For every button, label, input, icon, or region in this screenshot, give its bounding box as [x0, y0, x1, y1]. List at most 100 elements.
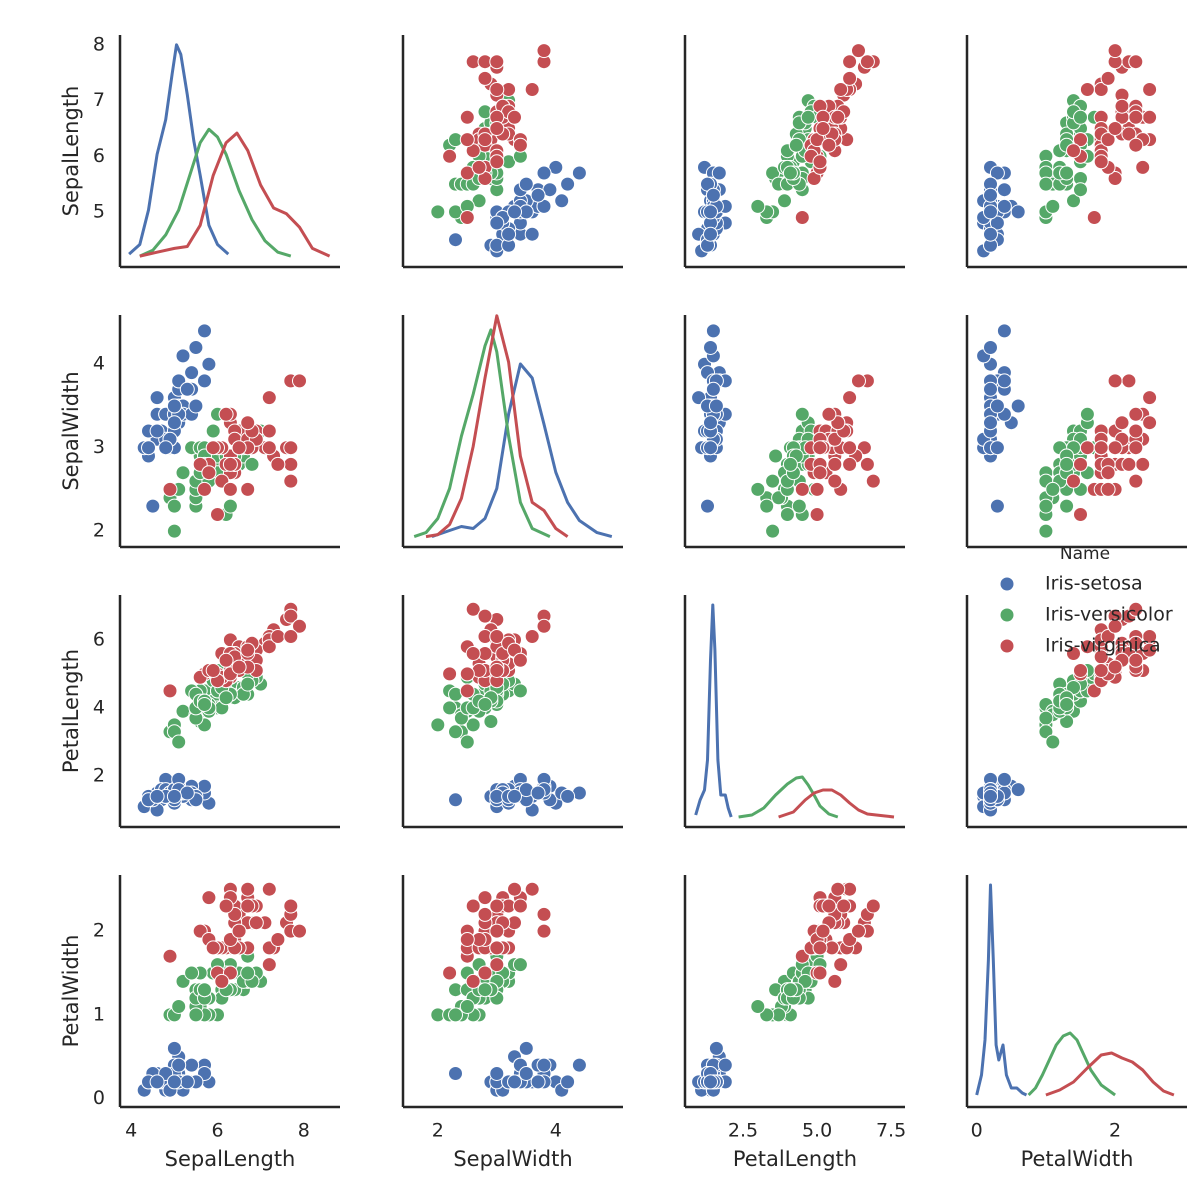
- scatter-point: [201, 890, 217, 906]
- scatter-point: [1079, 440, 1095, 456]
- scatter-point: [240, 676, 256, 692]
- scatter-point: [465, 646, 481, 661]
- scatter-point: [166, 1074, 182, 1090]
- legend-marker: [999, 576, 1015, 592]
- panel: [965, 595, 1187, 829]
- scatter-point: [1128, 440, 1144, 456]
- scatter-point: [205, 440, 221, 456]
- scatter-point: [240, 898, 256, 914]
- scatter-point: [812, 465, 828, 481]
- panel: [118, 875, 340, 1109]
- x-tick-label: 2: [432, 1120, 444, 1142]
- scatter-point: [1038, 523, 1054, 539]
- scatter-point: [465, 601, 481, 617]
- scatter-point: [179, 785, 195, 801]
- scatter-point: [989, 498, 1005, 514]
- scatter-point: [218, 898, 234, 914]
- scatter-point: [222, 481, 238, 497]
- scatter-point: [851, 43, 866, 59]
- scatter-point: [248, 915, 264, 931]
- scatter-point: [459, 734, 475, 750]
- panel: [401, 314, 623, 549]
- scatter-point: [1107, 373, 1123, 389]
- kde-curve: [694, 603, 733, 818]
- scatter-point: [996, 182, 1012, 198]
- panel: [965, 875, 1187, 1109]
- scatter-point: [851, 373, 866, 389]
- scatter-point: [261, 440, 277, 456]
- scatter-point: [703, 340, 718, 355]
- y-tick-label: 4: [93, 696, 105, 718]
- scatter-point: [779, 507, 795, 522]
- scatter-point: [836, 898, 852, 914]
- scatter-point: [477, 70, 493, 86]
- scatter-point: [448, 1066, 463, 1081]
- scatter-point: [1066, 143, 1081, 159]
- scatter-point: [270, 629, 286, 644]
- scatter-point: [1073, 507, 1088, 522]
- scatter-point: [524, 82, 540, 97]
- scatter-point: [703, 1074, 718, 1090]
- scatter-point: [477, 608, 493, 624]
- scatter-point: [205, 940, 221, 956]
- scatter-point: [1100, 70, 1116, 86]
- scatter-point: [162, 481, 178, 497]
- x-axis-label: SepalLength: [165, 1147, 296, 1171]
- kde-curve: [139, 131, 331, 258]
- kde-curve: [975, 883, 1028, 1097]
- scatter-point: [218, 406, 234, 422]
- scatter-point: [1128, 423, 1144, 439]
- kde-curve: [778, 788, 895, 819]
- scatter-point: [983, 415, 998, 431]
- scatter-point: [430, 717, 446, 733]
- scatter-point: [1079, 406, 1095, 422]
- scatter-point: [442, 700, 458, 716]
- scatter-point: [1010, 782, 1026, 798]
- scatter-point: [162, 948, 178, 964]
- scatter-point: [448, 792, 463, 808]
- scatter-point: [536, 906, 552, 922]
- scatter-point: [1059, 165, 1075, 181]
- scatter-point: [218, 690, 234, 706]
- y-tick-label: 2: [93, 520, 105, 542]
- scatter-point: [1128, 54, 1144, 70]
- y-tick-label: 8: [93, 34, 105, 56]
- x-tick-label: 0: [971, 1120, 983, 1142]
- x-tick-label: 2: [1109, 1120, 1121, 1142]
- scatter-point: [571, 1057, 587, 1073]
- scatter-point: [536, 43, 552, 59]
- scatter-point: [1066, 680, 1081, 695]
- scatter-point: [459, 932, 475, 947]
- scatter-point: [1073, 132, 1088, 148]
- scatter-point: [1107, 171, 1123, 186]
- scatter-point: [1135, 456, 1151, 472]
- y-axis-label: PetalLength: [59, 649, 83, 773]
- legend-label: Iris-versicolor: [1045, 604, 1173, 626]
- scatter-point: [703, 440, 718, 456]
- scatter-point: [1114, 415, 1130, 431]
- scatter-point: [989, 165, 1005, 181]
- scatter-point: [765, 523, 781, 539]
- scatter-point: [512, 137, 528, 153]
- scatter-point: [166, 523, 182, 539]
- scatter-point: [815, 923, 831, 939]
- kde-curve: [738, 775, 839, 819]
- panel: [965, 35, 1187, 269]
- scatter-point: [1059, 456, 1075, 472]
- scatter-point: [1128, 109, 1144, 125]
- scatter-point: [197, 697, 212, 712]
- scatter-point: [1128, 635, 1144, 651]
- scatter-point: [983, 226, 998, 242]
- scatter-point: [175, 703, 191, 719]
- scatter-point: [842, 54, 858, 70]
- scatter-point: [222, 498, 238, 514]
- scatter-point: [507, 881, 522, 897]
- scatter-point: [512, 683, 528, 699]
- legend-title: Name: [1060, 544, 1110, 564]
- scatter-point: [1128, 406, 1144, 422]
- scatter-point: [794, 406, 810, 422]
- scatter-point: [201, 465, 217, 481]
- scatter-point: [1079, 82, 1095, 97]
- scatter-point: [809, 481, 825, 497]
